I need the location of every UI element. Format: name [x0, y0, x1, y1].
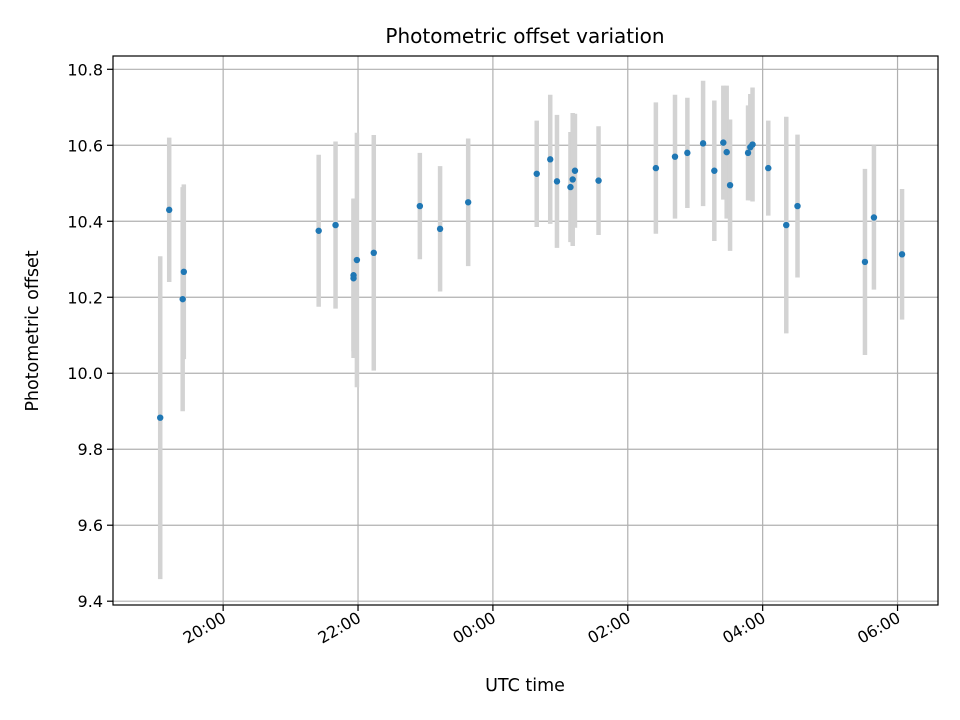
data-point: [720, 139, 727, 146]
data-point: [749, 141, 756, 148]
data-point: [547, 156, 554, 163]
plot-area-frame: [112, 55, 939, 606]
y-tick-label: 10.0: [67, 364, 103, 383]
y-axis-title: Photometric offset: [23, 250, 43, 411]
data-point: [436, 225, 444, 233]
grid: [113, 56, 938, 605]
data-point: [870, 214, 878, 221]
data-points: [157, 139, 906, 421]
data-point: [569, 176, 576, 183]
data-point: [180, 268, 188, 276]
data-point: [794, 202, 801, 210]
data-point: [898, 251, 906, 258]
data-point: [671, 153, 679, 160]
data-point: [699, 140, 707, 147]
data-point: [595, 177, 602, 184]
data-point: [165, 206, 173, 214]
data-point: [332, 221, 339, 229]
data-point: [157, 414, 164, 421]
data-point: [723, 148, 730, 156]
data-point: [567, 183, 574, 191]
y-tick-label: 9.6: [78, 516, 103, 535]
data-point: [652, 164, 660, 172]
y-tick-label: 10.4: [67, 212, 103, 231]
data-point: [315, 227, 322, 234]
data-point: [571, 167, 579, 174]
data-point: [464, 199, 472, 206]
data-point: [353, 256, 361, 264]
data-point: [370, 249, 377, 257]
data-point: [350, 275, 357, 282]
data-point: [783, 221, 790, 229]
y-tick-label: 10.6: [67, 136, 103, 155]
data-point: [416, 202, 424, 210]
y-tick-label: 9.8: [78, 440, 103, 459]
chart-title: Photometric offset variation: [385, 24, 664, 48]
y-tick-label: 9.4: [78, 592, 103, 611]
data-point: [179, 295, 186, 303]
y-tick-label: 10.8: [67, 60, 103, 79]
data-point: [744, 149, 752, 157]
data-point: [553, 178, 561, 185]
y-tick-label: 10.2: [67, 288, 103, 307]
data-point: [861, 258, 869, 266]
x-axis-title: UTC time: [485, 676, 565, 696]
data-point: [533, 170, 540, 177]
data-point: [684, 149, 691, 157]
data-point: [711, 167, 718, 174]
data-point: [726, 181, 734, 189]
data-point: [765, 164, 772, 172]
